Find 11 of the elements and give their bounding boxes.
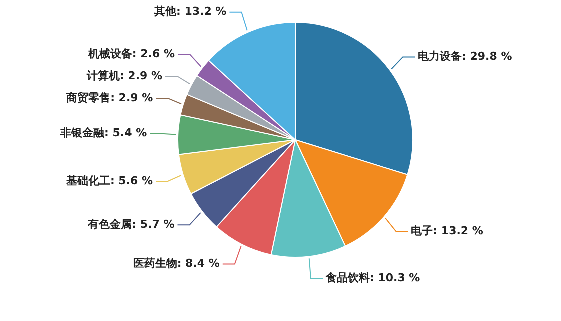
slice-label: 计算机: 2.9 % (86, 69, 163, 82)
slice-label: 医药生物: 8.4 % (133, 257, 220, 270)
slice-label: 非银金融: 5.4 % (60, 126, 148, 140)
slice-label: 机械设备: 2.6 % (87, 47, 176, 60)
slice-label: 其他: 13.2 % (153, 5, 227, 18)
slice-label: 电力设备: 29.8 % (418, 50, 512, 64)
slice-label: 有色金属: 5.7 % (87, 218, 175, 232)
slice-label: 基础化工: 5.6 % (65, 174, 154, 188)
slice-label: 商贸零售: 2.9 % (66, 91, 154, 104)
slice-label: 食品饮料: 10.3 % (324, 271, 420, 284)
slice-label: 电子: 13.2 % (411, 224, 484, 238)
